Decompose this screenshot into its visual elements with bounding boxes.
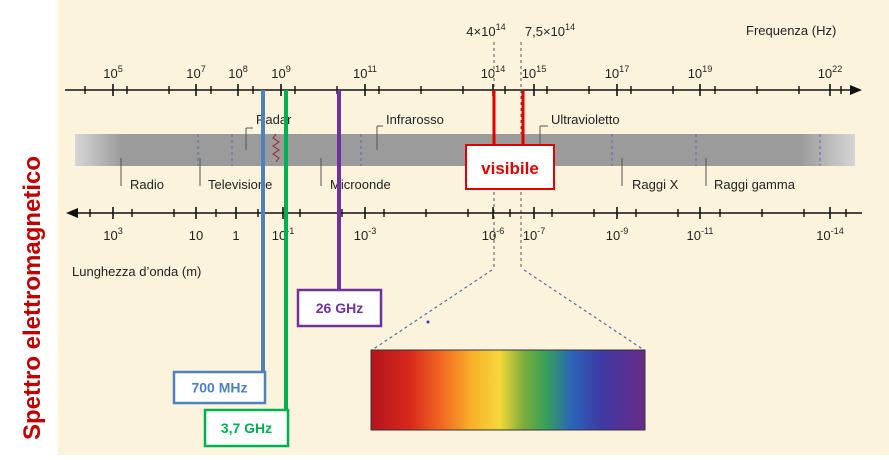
wave-tick-label: 10-9: [606, 226, 629, 243]
freq-tick-label: 105: [103, 64, 123, 81]
wave-tick-label: 1: [232, 228, 239, 243]
marker-label: 700 MHz: [191, 380, 247, 396]
wave-tick-label: 10-6: [482, 226, 505, 243]
freq-tick-label: 1022: [818, 64, 843, 81]
band-label-raggi-x: Raggi X: [632, 177, 679, 192]
marker-box: [172, 370, 267, 405]
freq-tick-label: 1017: [605, 64, 630, 81]
wave-tick-label: 10-14: [816, 226, 844, 243]
wave-tick-label: 10-7: [523, 226, 546, 243]
marker-label: 3,7 GHz: [221, 420, 272, 436]
band-label-ultravioletto: Ultravioletto: [551, 112, 620, 127]
band-label-raggi-gamma: Raggi gamma: [714, 177, 796, 192]
marker-box: [296, 288, 383, 328]
visible-label: visibile: [481, 159, 539, 178]
visible-bound-label: 4×1014: [466, 22, 505, 39]
visible-label-box: [465, 144, 555, 190]
freq-tick-label: 1014: [481, 64, 506, 81]
freq-tick-label: 1015: [522, 64, 547, 81]
marker-label: 26 GHz: [316, 300, 363, 316]
frequency-axis: 105 107 108 109 1011 1014 1015 1017 1019 1022 Fre…: [65, 23, 862, 96]
marker-box: [203, 408, 290, 448]
wave-tick-label: 10-11: [687, 226, 714, 243]
side-title: Spettro elettromagnetico: [19, 156, 46, 440]
freq-tick-label: 1011: [353, 64, 377, 81]
band-label-microonde: Microonde: [330, 177, 391, 192]
wave-tick-label: 103: [103, 226, 123, 243]
visible-spectrum-strip: [370, 349, 646, 431]
band-labels-bottom: Radio Televisione Microonde Raggi X Ragg…: [120, 158, 796, 192]
frequency-axis-label: Frequenza (Hz): [746, 23, 836, 38]
wavelength-axis: 103 10 1 10-1 10-3 10-6 10-7 10-9 10-11 10-14 Lun…: [66, 207, 862, 279]
wave-tick-label: 10: [189, 228, 203, 243]
wave-tick-label: 10-1: [272, 226, 295, 243]
band-labels-top: Radar Infrarosso Ultravioletto: [245, 112, 620, 150]
zoom-guide-left: [371, 269, 493, 351]
visible-bound-label: 7,5×1014: [525, 22, 575, 39]
freq-tick-label: 107: [186, 64, 206, 81]
wavelength-axis-label: Lunghezza d’onda (m): [72, 264, 201, 279]
band-label-radar: Radar: [256, 112, 292, 127]
wave-tick-label: 10-3: [354, 226, 377, 243]
band-label-radio: Radio: [130, 177, 164, 192]
freq-tick-label: 108: [228, 64, 248, 81]
freq-tick-label: 109: [271, 64, 291, 81]
band-label-infrarosso: Infrarosso: [386, 112, 444, 127]
band-label-televisione: Televisione: [208, 177, 272, 192]
zoom-guide-right: [523, 269, 645, 351]
freq-tick-label: 1019: [688, 64, 713, 81]
